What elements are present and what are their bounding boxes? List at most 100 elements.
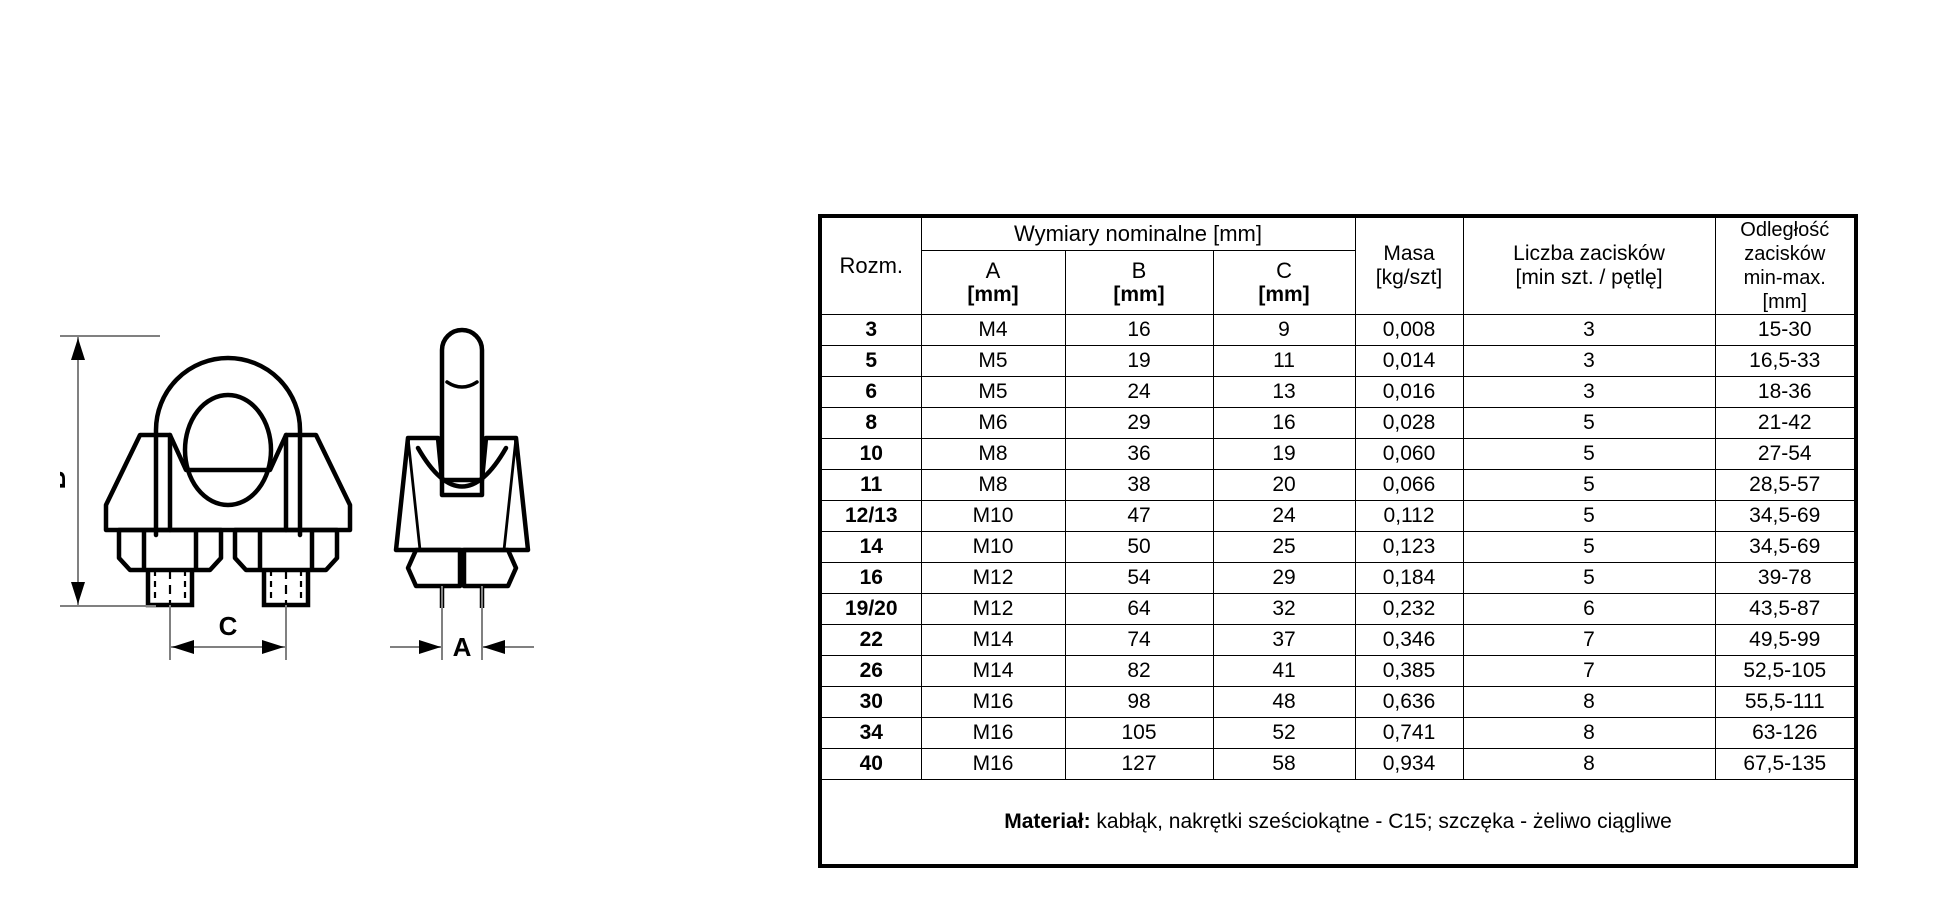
header-dim-b-unit: [mm] xyxy=(1113,283,1165,307)
cell-size: 22 xyxy=(819,624,922,656)
table-row: 26 M14 82 41 0,385 7 52,5-105 xyxy=(819,655,1857,687)
cell-spacing: 15-30 xyxy=(1714,314,1857,346)
cell-size: 14 xyxy=(819,531,922,563)
cell-dim-a: M5 xyxy=(920,376,1066,408)
table-row: 34 M16 105 52 0,741 8 63-126 xyxy=(819,717,1857,749)
header-clip-count: Liczba zacisków [min szt. / pętlę] xyxy=(1462,215,1716,315)
cell-mass: 0,112 xyxy=(1354,500,1464,532)
a-arrow-left xyxy=(419,640,441,654)
cell-spacing: 27-54 xyxy=(1714,438,1857,470)
cell-size: 16 xyxy=(819,562,922,594)
header-mass-line1: Masa xyxy=(1383,241,1435,265)
cell-spacing: 39-78 xyxy=(1714,562,1857,594)
table-row: 16 M12 54 29 0,184 5 39-78 xyxy=(819,562,1857,594)
cell-size: 5 xyxy=(819,345,922,377)
saddle-body xyxy=(103,432,353,533)
dimension-label-b: B xyxy=(60,471,71,490)
cell-dim-c: 24 xyxy=(1212,500,1356,532)
cell-clips: 7 xyxy=(1462,624,1716,656)
header-row-sub: A [mm] B [mm] C [mm] xyxy=(820,250,1856,315)
cell-clips: 3 xyxy=(1462,314,1716,346)
a-arrow-right xyxy=(483,640,505,654)
b-arrow-bottom xyxy=(71,582,85,604)
front-left-shank xyxy=(145,570,195,608)
material-text: kabłąk, nakrętki sześciokątne - C15; szc… xyxy=(1090,810,1672,833)
cell-size: 30 xyxy=(819,686,922,718)
cell-mass: 0,232 xyxy=(1354,593,1464,625)
side-shank xyxy=(439,586,485,608)
header-spacing-line3: min-max. xyxy=(1743,267,1826,289)
cell-spacing: 34,5-69 xyxy=(1714,500,1857,532)
cell-dim-a: M5 xyxy=(920,345,1066,377)
cell-dim-b: 47 xyxy=(1064,500,1214,532)
c-arrow-left xyxy=(172,640,194,654)
header-spacing-line1: Odległość xyxy=(1740,219,1830,241)
table-row: 40 M16 127 58 0,934 8 67,5-135 xyxy=(819,748,1857,780)
cell-clips: 5 xyxy=(1462,438,1716,470)
table-row: 14 M10 50 25 0,123 5 34,5-69 xyxy=(819,531,1857,563)
cell-dim-a: M10 xyxy=(920,531,1066,563)
cell-dim-a: M8 xyxy=(920,438,1066,470)
cell-dim-b: 74 xyxy=(1064,624,1214,656)
cell-mass: 0,934 xyxy=(1354,748,1464,780)
header-dim-a-name: A xyxy=(985,257,1001,283)
header-clips-line2: [min szt. / pętlę] xyxy=(1515,266,1663,289)
cell-dim-c: 37 xyxy=(1212,624,1356,656)
right-nut-outline xyxy=(232,527,340,573)
cell-clips: 3 xyxy=(1462,376,1716,408)
specification-table-container: Rozm. Wymiary nominalne [mm] Masa [kg/sz… xyxy=(818,214,1859,868)
cell-mass: 0,346 xyxy=(1354,624,1464,656)
side-nuts xyxy=(405,547,519,589)
cell-clips: 5 xyxy=(1462,469,1716,501)
header-nominal-dimensions: Wymiary nominalne [mm] xyxy=(920,215,1356,252)
side-saddle-right-edge xyxy=(502,436,518,552)
header-clip-spacing: Odległość zacisków min-max. [mm] xyxy=(1714,215,1857,315)
header-mass: Masa [kg/szt] xyxy=(1354,215,1464,315)
cell-dim-b: 127 xyxy=(1064,748,1214,780)
side-shank-edges xyxy=(439,586,485,608)
cell-mass: 0,385 xyxy=(1354,655,1464,687)
cell-dim-a: M16 xyxy=(920,686,1066,718)
cell-mass: 0,123 xyxy=(1354,531,1464,563)
cell-dim-c: 32 xyxy=(1212,593,1356,625)
table-row: 8 M6 29 16 0,028 5 21-42 xyxy=(819,407,1857,439)
c-arrow-right xyxy=(262,640,284,654)
cell-dim-a: M14 xyxy=(920,655,1066,687)
cell-dim-a: M12 xyxy=(920,562,1066,594)
cell-size: 10 xyxy=(819,438,922,470)
cell-dim-b: 54 xyxy=(1064,562,1214,594)
dimension-a xyxy=(390,586,534,660)
cell-spacing: 55,5-111 xyxy=(1714,686,1857,718)
cell-clips: 5 xyxy=(1462,407,1716,439)
side-bolt-nick xyxy=(445,380,479,389)
cell-spacing: 63-126 xyxy=(1714,717,1857,749)
cell-dim-b: 50 xyxy=(1064,531,1214,563)
header-dim-b-name: B xyxy=(1131,257,1147,283)
header-dim-a: A [mm] xyxy=(920,250,1066,315)
cell-size: 19/20 xyxy=(819,593,922,625)
cell-dim-c: 9 xyxy=(1212,314,1356,346)
cell-dim-b: 82 xyxy=(1064,655,1214,687)
cell-spacing: 28,5-57 xyxy=(1714,469,1857,501)
cell-spacing: 43,5-87 xyxy=(1714,593,1857,625)
table-row: 3 M4 16 9 0,008 3 15-30 xyxy=(819,314,1857,346)
cell-size: 12/13 xyxy=(819,500,922,532)
cell-dim-c: 25 xyxy=(1212,531,1356,563)
cell-clips: 5 xyxy=(1462,562,1716,594)
cell-dim-c: 52 xyxy=(1212,717,1356,749)
cell-mass: 0,636 xyxy=(1354,686,1464,718)
cell-dim-b: 105 xyxy=(1064,717,1214,749)
cell-spacing: 21-42 xyxy=(1714,407,1857,439)
table-row: 6 M5 24 13 0,016 3 18-36 xyxy=(819,376,1857,408)
cell-dim-b: 36 xyxy=(1064,438,1214,470)
cell-dim-a: M10 xyxy=(920,500,1066,532)
cell-spacing: 16,5-33 xyxy=(1714,345,1857,377)
cell-clips: 8 xyxy=(1462,748,1716,780)
cell-mass: 0,016 xyxy=(1354,376,1464,408)
material-note: Materiał: kabłąk, nakrętki sześciokątne … xyxy=(819,779,1857,867)
cell-clips: 5 xyxy=(1462,531,1716,563)
cell-clips: 5 xyxy=(1462,500,1716,532)
cell-dim-a: M16 xyxy=(920,748,1066,780)
cell-dim-a: M4 xyxy=(920,314,1066,346)
table-body: 3 M4 16 9 0,008 3 15-30 5 M5 19 11 0,014 3 16,5-33 6 M5… xyxy=(819,314,1857,780)
